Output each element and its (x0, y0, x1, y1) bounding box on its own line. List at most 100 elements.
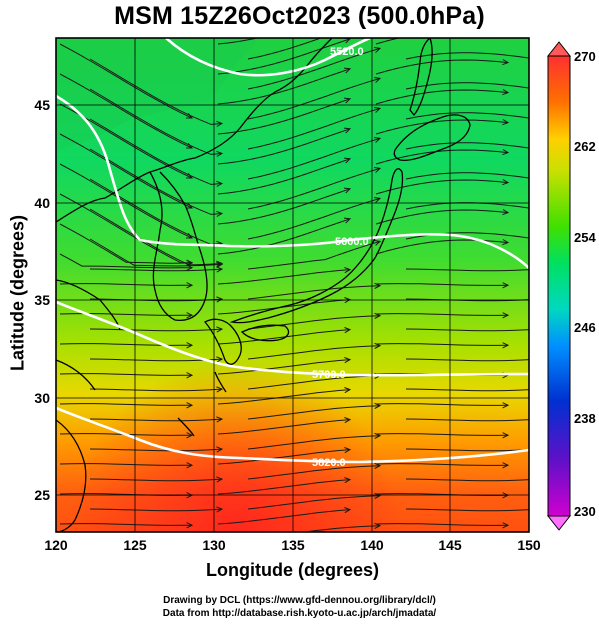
streamline (247, 345, 381, 360)
streamline-arrowhead (532, 297, 538, 302)
contour-label: 5600.0 (335, 236, 369, 248)
streamline-arrowhead (532, 86, 538, 91)
x-tick-label: 135 (281, 537, 305, 553)
streamline-arrowhead (532, 116, 538, 121)
streamline-arrowhead (374, 492, 382, 499)
streamline (375, 59, 509, 75)
streamline (405, 172, 529, 180)
streamline (89, 58, 223, 125)
y-tick-label: 25 (34, 487, 50, 503)
streamline (375, 433, 509, 436)
streamline-arrowhead (374, 312, 382, 319)
streamline (375, 239, 509, 255)
streamline-arrowhead (374, 282, 382, 289)
streamline (59, 73, 193, 149)
streamline (375, 89, 509, 105)
streamline (247, 405, 381, 420)
streamline-arrowhead (186, 522, 194, 529)
streamline (375, 463, 509, 466)
streamline-arrowhead (532, 236, 538, 241)
streamline (247, 375, 381, 390)
x-axis-label: Longitude (degrees) (205, 560, 379, 580)
y-tick-label: 45 (34, 97, 50, 113)
streamline (247, 240, 381, 270)
streamline (89, 208, 223, 266)
streamline (405, 478, 529, 482)
credit-data: Data from http://database.rish.kyoto-u.a… (162, 608, 437, 619)
y-axis-ticks: 25 30 35 40 45 (34, 97, 50, 503)
streamline-arrowhead (502, 30, 508, 35)
streamline-arrowhead (374, 167, 382, 173)
streamline (405, 448, 529, 452)
streamline-arrowhead (186, 342, 194, 349)
streamline (89, 328, 223, 332)
streamline (405, 358, 529, 362)
streamline (375, 209, 509, 225)
streamline-arrowhead (374, 197, 382, 203)
streamline-arrowhead (186, 312, 194, 319)
credit-drawing: Drawing by DCL (https://www.gfd-dennou.o… (163, 595, 436, 606)
streamline (217, 68, 351, 105)
streamline-arrowhead (532, 327, 538, 332)
streamline (89, 118, 223, 185)
streamline-arrowhead (216, 326, 224, 333)
streamline (375, 119, 509, 135)
streamline-arrowhead (186, 282, 194, 289)
streamline-arrowhead (344, 477, 352, 484)
streamline (405, 418, 529, 422)
streamline-arrowhead (186, 372, 194, 379)
streamline-arrowhead (344, 357, 352, 364)
x-tick-label: 130 (202, 537, 226, 553)
streamline-arrowhead (343, 97, 352, 104)
streamline-arrowhead (502, 282, 510, 289)
streamline (217, 38, 351, 75)
y-axis-label: Latitude (degrees) (7, 214, 28, 372)
streamline-arrowhead (343, 157, 352, 164)
colorbar-tick-label: 270 (574, 49, 596, 64)
streamline-arrowhead (502, 119, 510, 126)
streamline (375, 149, 509, 165)
streamline-arrowhead (374, 522, 382, 529)
streamline-arrowhead (344, 417, 352, 424)
streamline-arrowhead (186, 462, 194, 469)
wind-streamlines (59, 18, 538, 532)
streamline-arrowhead (186, 402, 194, 409)
streamline (59, 373, 193, 376)
streamline (217, 98, 351, 135)
streamline (247, 77, 381, 120)
streamline (375, 343, 509, 346)
plot-title: MSM 15Z26Oct2023 (500.0hPa) (114, 2, 485, 30)
streamline-arrowhead (502, 462, 510, 469)
streamline-arrowhead (216, 261, 224, 268)
streamline (247, 167, 381, 210)
streamline-arrowhead (343, 187, 352, 194)
x-tick-label: 125 (123, 537, 147, 553)
streamline (217, 128, 351, 165)
colorbar-tick-label: 262 (574, 139, 596, 154)
streamline-arrowhead (186, 432, 194, 439)
streamline-arrowhead (532, 447, 538, 452)
streamline-arrowhead (216, 180, 224, 187)
streamline-arrowhead (344, 327, 352, 334)
streamline-arrowhead (374, 18, 380, 23)
streamline (217, 218, 351, 255)
y-tick-label: 40 (34, 195, 50, 211)
streamline-arrowhead (374, 432, 382, 439)
streamline (217, 359, 351, 375)
streamline-arrowhead (216, 296, 224, 303)
streamline-arrowhead (374, 137, 382, 143)
streamline-arrowhead (532, 176, 538, 181)
streamline-arrowhead (344, 387, 352, 394)
streamline-arrowhead (374, 107, 382, 113)
streamline-arrowhead (502, 149, 510, 156)
streamline-arrowhead (186, 259, 194, 267)
contour-label: 5520.0 (330, 46, 364, 58)
streamline (405, 508, 529, 512)
colorbar-tick-label: 246 (574, 320, 596, 335)
streamline (247, 107, 381, 150)
streamline-arrowhead (502, 312, 510, 319)
streamline-arrowhead (343, 67, 352, 74)
streamline (247, 315, 381, 330)
streamline (247, 197, 381, 240)
streamline-arrowhead (216, 476, 224, 483)
